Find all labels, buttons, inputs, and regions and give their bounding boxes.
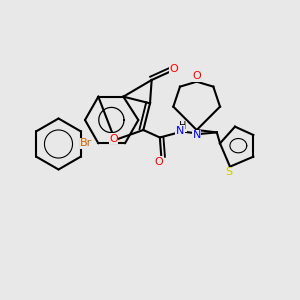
Text: O: O xyxy=(169,64,178,74)
Text: O: O xyxy=(192,71,201,81)
Text: N: N xyxy=(193,130,201,140)
Text: O: O xyxy=(154,157,163,166)
Text: Br: Br xyxy=(80,138,92,148)
Text: S: S xyxy=(225,167,232,177)
Text: H: H xyxy=(178,121,186,131)
Text: O: O xyxy=(109,134,118,143)
Text: N: N xyxy=(176,126,184,136)
